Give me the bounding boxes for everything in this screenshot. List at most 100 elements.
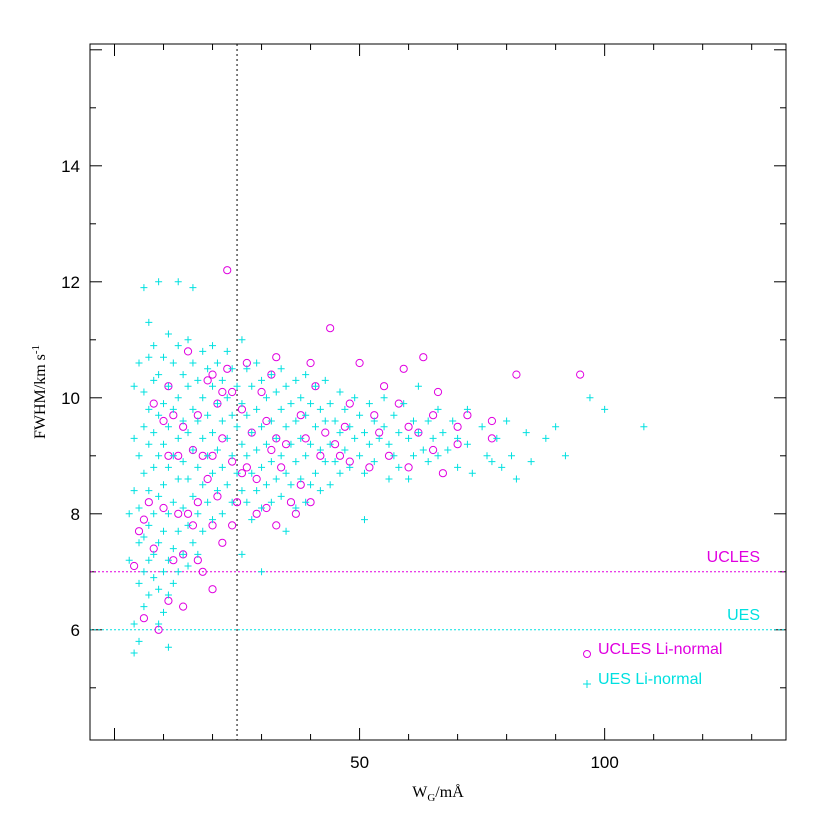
- ues-point: [375, 434, 383, 442]
- ucles-point: [164, 382, 173, 391]
- ues-point: [174, 394, 182, 402]
- ues-point: [213, 446, 221, 454]
- ues-point: [164, 463, 172, 471]
- ues-point: [316, 446, 324, 454]
- ues-point: [223, 347, 231, 355]
- ues-point: [292, 417, 300, 425]
- ues-point: [179, 371, 187, 379]
- ues-point: [478, 423, 486, 431]
- ues-point: [150, 376, 158, 384]
- legend: UCLES Li-normal UES Li-normal: [583, 641, 722, 688]
- ues-point: [160, 440, 168, 448]
- ues-point: [316, 487, 324, 495]
- ues-point: [228, 452, 236, 460]
- ues-point: [395, 429, 403, 437]
- ues-point: [336, 429, 344, 437]
- ucles-point: [399, 364, 408, 373]
- ues-point: [140, 603, 148, 611]
- ucles-point: [345, 399, 354, 408]
- ues-point: [238, 336, 246, 344]
- ues-point: [169, 579, 177, 587]
- ues-point: [238, 487, 246, 495]
- ucles-point: [355, 358, 364, 368]
- ues-point: [228, 365, 236, 373]
- ues-point: [262, 440, 270, 448]
- ues-point: [145, 318, 153, 326]
- ues-point: [346, 463, 354, 471]
- ues-point: [277, 452, 285, 460]
- ues-point: [297, 475, 305, 483]
- ues-point: [400, 400, 408, 408]
- ues-point: [542, 434, 550, 442]
- ues-point: [155, 492, 163, 500]
- ucles-point: [286, 498, 296, 507]
- ucles-point: [453, 422, 462, 431]
- plot-frame: [89, 43, 787, 741]
- ues-point: [601, 405, 609, 413]
- ues-point: [238, 550, 246, 558]
- ues-point: [179, 504, 187, 512]
- y-tick-label: 12: [61, 273, 80, 292]
- ues-point: [414, 382, 422, 390]
- ues-point: [508, 452, 516, 460]
- ues-point: [272, 475, 280, 483]
- ues-point: [209, 516, 217, 524]
- ues-point: [385, 475, 393, 483]
- ues-point: [204, 411, 212, 419]
- ues-point: [336, 388, 344, 396]
- ues-point: [272, 434, 280, 442]
- ues-point: [468, 469, 476, 477]
- axis-ticks: [90, 44, 786, 740]
- ues-point: [405, 475, 413, 483]
- ues-point: [223, 394, 231, 402]
- ucles-point: [311, 382, 320, 391]
- ues-point: [145, 353, 153, 361]
- ues-point: [282, 382, 290, 390]
- ues-point: [356, 452, 364, 460]
- ues-point: [145, 521, 153, 529]
- ues-point: [356, 411, 364, 419]
- ues-point: [365, 440, 373, 448]
- ues-point: [223, 481, 231, 489]
- ucles-point: [179, 550, 188, 559]
- ucles-point: [306, 358, 315, 368]
- ucles-point: [267, 445, 276, 455]
- y-tick-label: 10: [61, 389, 80, 408]
- ues-point: [164, 382, 172, 390]
- ucles-point: [404, 463, 413, 472]
- ues-point: [199, 434, 207, 442]
- ucles-point: [414, 428, 423, 437]
- ues-point: [194, 463, 202, 471]
- ucles-point: [321, 428, 330, 437]
- ues-point: [365, 400, 373, 408]
- ucles-point: [404, 422, 413, 431]
- ucles-point: [257, 387, 266, 397]
- ucles-point: [159, 503, 168, 513]
- ues-point: [385, 440, 393, 448]
- ues-point: [424, 417, 432, 425]
- ues-point: [150, 510, 158, 518]
- ues-point: [218, 417, 226, 425]
- legend-plus-path: [583, 680, 591, 688]
- ues-point: [258, 568, 266, 576]
- ues-point: [287, 440, 295, 448]
- ues-point: [184, 336, 192, 344]
- x-axis-title-sub: G: [427, 792, 435, 804]
- ues-point: [179, 458, 187, 466]
- ues-point: [282, 423, 290, 431]
- ues-point: [204, 498, 212, 506]
- ues-point: [164, 556, 172, 564]
- hline-label-ucles: UCLES: [707, 549, 760, 566]
- ues-point: [360, 516, 368, 524]
- ues-point: [223, 434, 231, 442]
- ues-point: [199, 481, 207, 489]
- ues-point: [194, 376, 202, 384]
- ues-point: [150, 342, 158, 350]
- reference-lines: [90, 44, 786, 740]
- ues-point: [174, 434, 182, 442]
- ues-point: [194, 510, 202, 518]
- ues-point: [169, 545, 177, 553]
- ues-point: [160, 608, 168, 616]
- ues-point: [184, 562, 192, 570]
- ues-point: [155, 452, 163, 460]
